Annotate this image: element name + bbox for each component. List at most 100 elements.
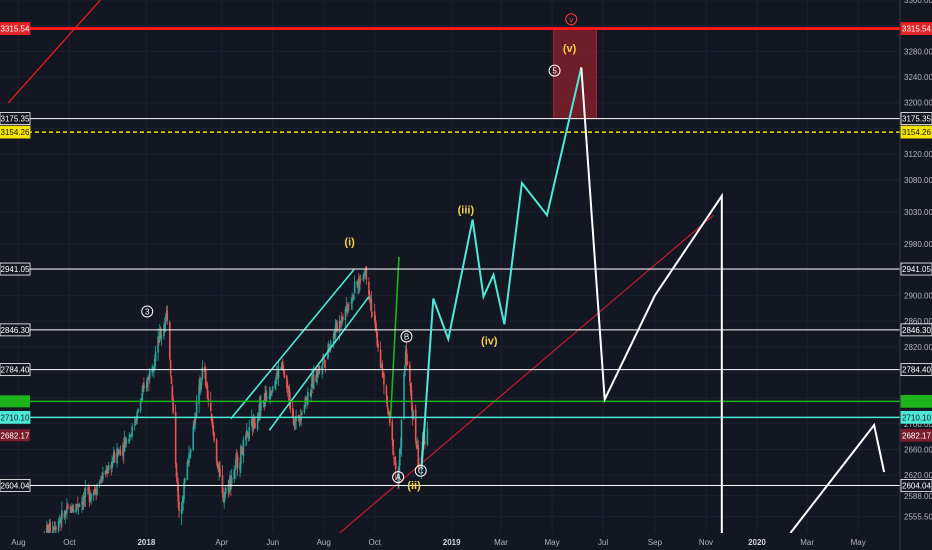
candle-body — [276, 372, 278, 376]
candle-body — [142, 385, 144, 392]
candle-body — [78, 504, 81, 508]
candle-body — [247, 436, 250, 438]
price-tag-left[interactable] — [0, 262, 31, 276]
candle-body — [351, 298, 353, 304]
price-tag[interactable] — [900, 125, 932, 139]
candle-body — [112, 461, 114, 464]
candle-body — [412, 410, 414, 420]
candle-body — [135, 419, 138, 422]
candle-body — [353, 281, 356, 294]
price-tag[interactable] — [900, 22, 932, 35]
candle-body — [393, 457, 396, 460]
trendline — [7, 0, 101, 104]
candle-body — [377, 343, 379, 348]
candle-body — [230, 476, 232, 486]
wave-circle-label: 5 — [552, 67, 557, 76]
candle-body — [426, 428, 429, 445]
candle-body — [171, 386, 174, 400]
candle-body — [70, 506, 72, 513]
candle-body — [338, 320, 341, 333]
price-tag-left[interactable] — [0, 429, 30, 442]
candle-body — [227, 486, 230, 490]
candle-body — [403, 374, 405, 419]
candle-body — [71, 508, 74, 511]
candle-body — [399, 449, 401, 466]
price-tag[interactable] — [900, 428, 932, 442]
candle-body — [350, 302, 353, 304]
candle-body — [406, 361, 409, 365]
candle-body — [213, 432, 215, 441]
candle-body — [175, 463, 178, 478]
price-tag[interactable] — [900, 394, 932, 408]
price-tag[interactable] — [900, 323, 932, 337]
candle-body — [76, 504, 78, 505]
candle-body — [342, 316, 344, 320]
price-tag[interactable] — [900, 410, 932, 424]
price-tag[interactable] — [900, 262, 932, 276]
price-tag-left[interactable] — [0, 363, 31, 377]
candle-body — [206, 384, 209, 398]
candle-body — [137, 408, 139, 412]
price-tag-label: 3154.26 — [902, 128, 931, 137]
candle-body — [189, 453, 191, 457]
candle-body — [322, 357, 324, 366]
candle-body — [317, 370, 319, 374]
time-axis-panel[interactable] — [0, 533, 932, 550]
candle-body — [376, 331, 379, 346]
candle-body — [385, 386, 388, 397]
candle-body — [83, 496, 86, 498]
price-tag[interactable] — [900, 112, 932, 125]
candle-body — [159, 330, 162, 338]
price-tag[interactable] — [900, 363, 932, 377]
projection-path — [580, 67, 723, 533]
candle-body — [327, 344, 330, 351]
time-tick-label: May — [851, 538, 866, 547]
price-tag-left[interactable] — [0, 323, 31, 337]
candle-body — [180, 509, 183, 514]
price-tick-label: 2555.50 — [904, 513, 932, 522]
candle-body — [51, 530, 54, 533]
candle-body — [166, 310, 169, 321]
price-tag-left[interactable] — [0, 395, 30, 408]
time-tick-label: 2018 — [137, 538, 155, 547]
candle-body — [332, 333, 335, 346]
price-tag-left[interactable] — [0, 112, 31, 125]
candle-body — [294, 421, 297, 422]
candle-body — [174, 411, 177, 464]
candle-body — [136, 411, 138, 420]
candle-body — [251, 418, 254, 430]
price-tag-left-label: 3315.54 — [1, 25, 30, 34]
candle-body — [281, 361, 284, 369]
price-tag-left[interactable] — [0, 410, 31, 424]
candle-body — [358, 278, 360, 288]
candle-body — [193, 424, 195, 427]
candle-body — [242, 439, 245, 457]
candle-body — [194, 417, 196, 429]
candle-body — [228, 479, 230, 493]
time-tick-label: Oct — [63, 538, 76, 547]
candle-body — [307, 391, 309, 405]
candle-body — [145, 386, 148, 388]
price-tag-left-label: 2941.05 — [1, 265, 30, 274]
candle-body — [264, 393, 266, 407]
candle-body — [148, 370, 151, 379]
price-tag[interactable] — [900, 479, 932, 492]
channel-line — [230, 269, 355, 420]
candle-body — [105, 470, 108, 473]
candle-body — [165, 312, 168, 322]
price-tag-left[interactable] — [0, 22, 31, 35]
candle-body — [90, 493, 92, 500]
candle-body — [318, 365, 321, 370]
price-tag-left[interactable] — [0, 125, 31, 139]
price-tag-left-label: 2846.30 — [1, 326, 30, 335]
price-tag-left[interactable] — [0, 479, 31, 492]
candle-body — [66, 505, 68, 514]
candle-body — [181, 505, 184, 511]
candle-body — [312, 374, 314, 388]
candle-body — [194, 418, 197, 420]
candle-body — [368, 281, 370, 295]
time-tick-label: Aug — [11, 538, 25, 547]
candle-body — [362, 277, 364, 279]
channel-line — [268, 296, 370, 431]
